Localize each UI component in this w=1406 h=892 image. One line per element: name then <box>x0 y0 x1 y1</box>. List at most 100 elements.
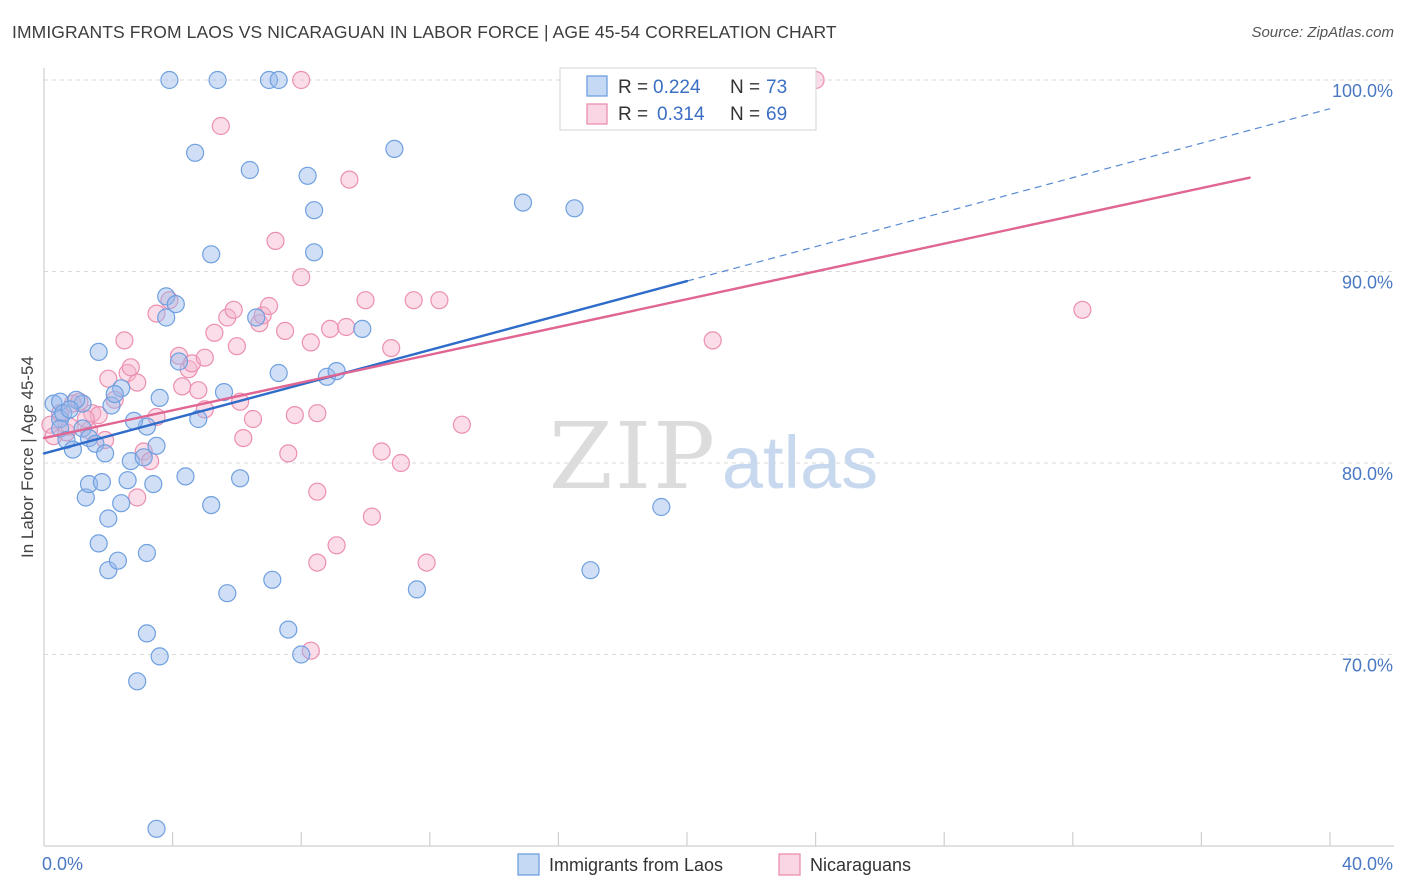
data-point <box>60 400 79 419</box>
bottom-legend: Immigrants from Laos Nicaraguans <box>517 853 911 876</box>
bottom-legend-label-laos: Immigrants from Laos <box>549 855 723 875</box>
data-point <box>407 580 426 599</box>
data-point <box>70 392 89 411</box>
data-point <box>279 444 298 463</box>
data-point <box>269 70 288 90</box>
data-point <box>157 287 176 306</box>
data-point <box>128 672 147 691</box>
data-point <box>263 570 282 589</box>
data-point <box>50 409 70 429</box>
data-point <box>128 373 147 392</box>
data-point <box>202 496 221 515</box>
data-point <box>652 497 671 517</box>
trend-line-extension <box>686 108 1331 282</box>
data-point <box>186 143 205 162</box>
data-point <box>240 160 259 180</box>
data-point <box>105 390 124 409</box>
data-point <box>382 339 401 358</box>
data-point <box>305 243 324 262</box>
bottom-legend-label-nicaraguans: Nicaraguans <box>810 855 911 875</box>
data-point <box>259 70 279 90</box>
watermark-atlas: atlas <box>722 421 878 504</box>
data-point <box>189 381 208 400</box>
series-nicaraguans-points <box>41 70 1092 660</box>
data-point <box>243 409 263 429</box>
data-point <box>227 337 246 356</box>
y-tick-label: 70.0% <box>1342 656 1393 676</box>
data-point <box>292 645 311 664</box>
legend-n-value: 69 <box>766 104 787 125</box>
data-point <box>321 319 340 338</box>
data-point <box>372 442 391 461</box>
data-point <box>301 641 320 660</box>
data-point <box>247 308 266 327</box>
legend-swatch-laos <box>586 75 608 97</box>
legend-swatch-nicaraguans <box>586 103 608 125</box>
bottom-legend-swatch-nicaraguans <box>778 853 801 876</box>
data-point <box>150 647 169 666</box>
data-point <box>276 321 295 340</box>
legend-r-label: R = <box>618 104 648 125</box>
data-point <box>308 553 327 572</box>
bottom-legend-swatch-laos <box>517 853 540 876</box>
data-point <box>67 390 86 409</box>
data-point <box>211 116 230 136</box>
data-point <box>1073 300 1092 319</box>
data-point <box>108 551 128 570</box>
data-point <box>337 317 356 337</box>
data-point <box>353 319 372 338</box>
legend-n-label: N = <box>730 77 760 98</box>
data-point <box>147 436 166 455</box>
data-point <box>266 231 285 250</box>
data-point <box>105 385 124 404</box>
data-point <box>218 584 237 603</box>
data-point <box>327 536 346 555</box>
data-point <box>565 199 584 218</box>
x-ticks <box>172 832 1331 846</box>
legend-r-value: 0.224 <box>653 77 701 98</box>
data-point <box>99 509 118 528</box>
data-point <box>195 348 214 367</box>
data-point <box>301 333 320 352</box>
data-point <box>214 383 234 402</box>
data-point <box>160 70 179 90</box>
data-point <box>118 471 137 490</box>
data-point <box>391 453 410 473</box>
trend-line <box>42 279 689 455</box>
data-point <box>356 291 375 310</box>
data-point <box>430 291 449 310</box>
data-point <box>166 295 185 314</box>
data-point <box>308 482 327 501</box>
y-tick-labels: 70.0% 80.0% 90.0% 100.0% <box>1332 81 1393 676</box>
data-point <box>340 170 359 189</box>
y-axis-label: In Labor Force | Age 45-54 <box>18 356 37 558</box>
watermark-zip: ZIP <box>549 403 717 510</box>
data-point <box>147 819 166 838</box>
source-label: Source: ZipAtlas.com <box>1251 24 1394 41</box>
data-point <box>102 396 121 415</box>
data-point <box>99 561 118 580</box>
data-point <box>292 70 311 90</box>
legend-r-label: R = <box>618 77 648 98</box>
data-point <box>176 467 195 486</box>
data-point <box>308 404 327 423</box>
data-point <box>205 323 224 342</box>
data-point <box>150 388 169 407</box>
data-point <box>234 429 253 448</box>
watermark: ZIP atlas <box>549 403 878 510</box>
data-point <box>362 507 381 526</box>
data-point <box>189 409 208 429</box>
data-point <box>147 304 166 323</box>
y-tick-label: 80.0% <box>1342 464 1393 484</box>
legend-r-value: 0.314 <box>657 104 705 125</box>
data-point <box>118 363 137 383</box>
x-tick-label: 40.0% <box>1342 854 1393 874</box>
data-point <box>224 300 243 319</box>
data-point <box>121 358 140 377</box>
data-point <box>452 415 471 434</box>
data-point <box>137 543 156 563</box>
y-tick-label: 90.0% <box>1342 273 1393 293</box>
y-tick-label: 100.0% <box>1332 81 1393 101</box>
data-point <box>417 553 436 572</box>
data-point <box>202 245 221 264</box>
